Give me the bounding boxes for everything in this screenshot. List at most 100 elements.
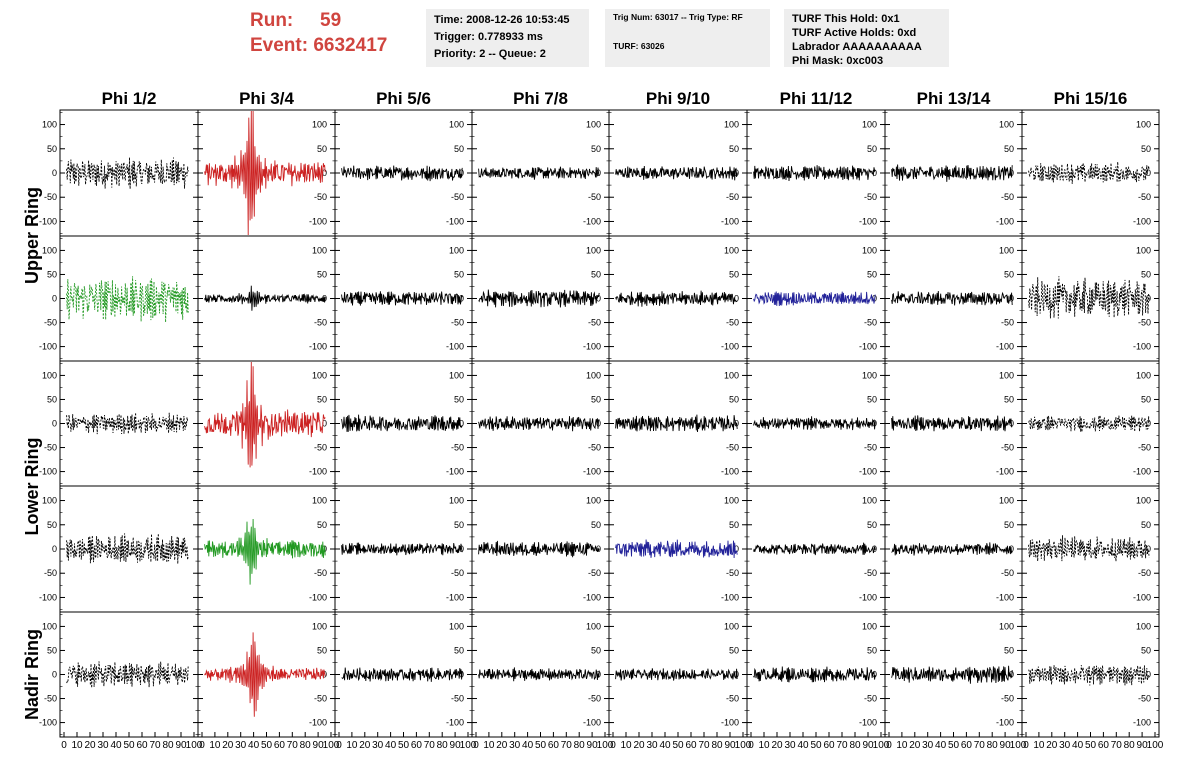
y-tick-label: 50 — [47, 394, 57, 404]
y-tick-label: -100 — [309, 467, 327, 477]
y-tick-label: -50 — [1001, 443, 1014, 453]
waveform-trace — [478, 289, 600, 308]
y-tick-label: 100 — [1136, 120, 1151, 130]
y-tick-label: 100 — [449, 120, 464, 130]
x-tick-label: 100 — [1147, 740, 1164, 751]
x-tick-label: 90 — [587, 740, 599, 751]
y-tick-label: 50 — [317, 144, 327, 154]
x-tick-label: 70 — [287, 740, 299, 751]
y-tick-label: 100 — [999, 245, 1014, 255]
time-trigger-info-box: Time: 2008-12-26 10:53:45 Trigger: 0.778… — [426, 9, 589, 67]
y-tick-label: 0 — [1146, 419, 1151, 429]
x-tick-label: 70 — [149, 740, 161, 751]
waveform-trace — [66, 533, 189, 564]
y-tick-label: -100 — [859, 216, 877, 226]
y-tick-label: -100 — [309, 718, 327, 728]
waveform-trace — [204, 518, 326, 585]
y-tick-label: -100 — [721, 718, 739, 728]
y-tick-label: 50 — [591, 520, 601, 530]
y-tick-label: -50 — [451, 318, 464, 328]
x-tick-label: 80 — [1124, 740, 1136, 751]
x-tick-label: 0 — [199, 740, 205, 751]
y-tick-label: 100 — [449, 245, 464, 255]
y-tick-label: 100 — [42, 370, 57, 380]
y-tick-label: -50 — [864, 568, 877, 578]
y-tick-label: -100 — [859, 718, 877, 728]
y-tick-label: -100 — [309, 592, 327, 602]
y-tick-label: -50 — [588, 318, 601, 328]
y-tick-label: -50 — [1138, 568, 1151, 578]
x-tick-label: 50 — [810, 740, 822, 751]
y-tick-label: -100 — [996, 592, 1014, 602]
waveform-trace — [753, 291, 876, 307]
x-tick-label: 20 — [1046, 740, 1058, 751]
run-event-header: Run: 59 Event: 6632417 — [250, 8, 420, 66]
x-tick-label: 70 — [561, 740, 573, 751]
labrador-text: Labrador AAAAAAAAAA — [792, 41, 922, 53]
y-tick-label: 100 — [42, 496, 57, 506]
x-tick-label: 30 — [235, 740, 247, 751]
y-tick-label: -50 — [1138, 318, 1151, 328]
y-tick-label: 0 — [322, 168, 327, 178]
y-tick-label: 50 — [454, 269, 464, 279]
y-tick-label: 0 — [52, 419, 57, 429]
y-tick-label: 50 — [47, 269, 57, 279]
column-title: Phi 9/10 — [646, 89, 710, 108]
y-tick-label: 100 — [724, 120, 739, 130]
x-tick-label: 20 — [359, 740, 371, 751]
x-tick-label: 10 — [209, 740, 221, 751]
y-tick-label: 100 — [42, 120, 57, 130]
x-tick-label: 20 — [771, 740, 783, 751]
x-tick-label: 50 — [535, 740, 547, 751]
y-tick-label: 100 — [724, 245, 739, 255]
y-tick-label: 100 — [312, 245, 327, 255]
y-tick-label: -50 — [1001, 568, 1014, 578]
y-tick-label: 100 — [449, 621, 464, 631]
x-tick-label: 50 — [261, 740, 273, 751]
y-tick-label: -100 — [446, 342, 464, 352]
waveform-trace — [204, 632, 326, 717]
y-tick-label: -100 — [39, 342, 57, 352]
y-tick-label: -100 — [39, 216, 57, 226]
y-tick-label: 100 — [999, 370, 1014, 380]
y-tick-label: -100 — [1133, 592, 1151, 602]
y-tick-label: 50 — [47, 520, 57, 530]
x-tick-label: 30 — [784, 740, 796, 751]
y-tick-label: 50 — [591, 269, 601, 279]
y-tick-label: -100 — [446, 718, 464, 728]
run-line: Run: 59 — [250, 8, 420, 33]
y-tick-label: 50 — [867, 144, 877, 154]
y-tick-label: -50 — [314, 192, 327, 202]
priority-queue-text: Priority: 2 -- Queue: 2 — [434, 48, 546, 60]
y-tick-label: -100 — [859, 342, 877, 352]
y-tick-label: -50 — [726, 318, 739, 328]
y-tick-label: 50 — [1141, 645, 1151, 655]
y-tick-label: -50 — [726, 568, 739, 578]
y-tick-label: 50 — [729, 144, 739, 154]
y-tick-label: 100 — [42, 245, 57, 255]
x-tick-label: 40 — [935, 740, 947, 751]
column-title: Phi 13/14 — [917, 89, 991, 108]
y-tick-label: 50 — [317, 394, 327, 404]
y-tick-label: 100 — [724, 621, 739, 631]
y-tick-label: 50 — [317, 520, 327, 530]
waveform-trace — [891, 415, 1013, 432]
x-tick-label: 100 — [735, 740, 752, 751]
y-tick-label: 50 — [867, 394, 877, 404]
y-tick-label: 0 — [1146, 544, 1151, 554]
x-tick-label: 90 — [175, 740, 187, 751]
